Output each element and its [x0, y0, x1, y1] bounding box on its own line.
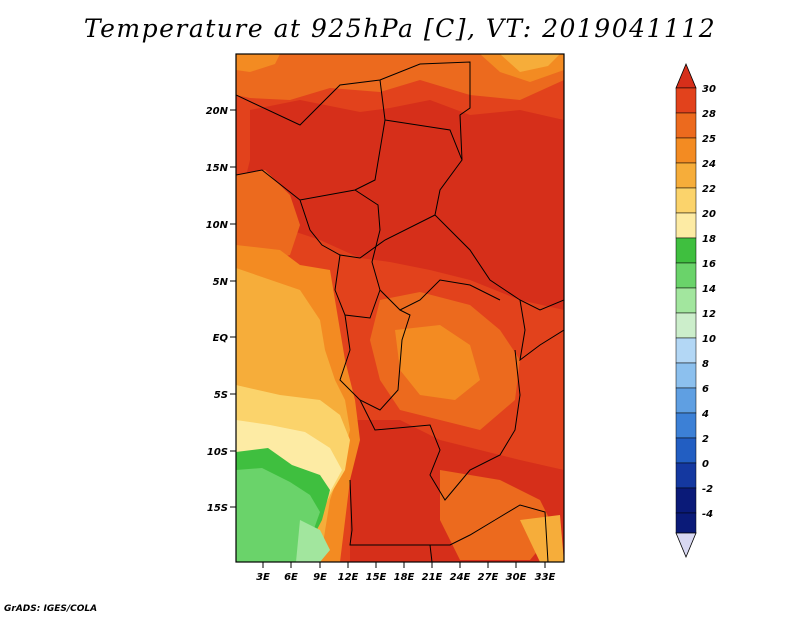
colorbar-label: 22 — [702, 184, 716, 195]
longitude-axis — [262, 562, 546, 568]
lon-tick-label: 6E — [284, 572, 298, 583]
colorbar-swatch — [675, 262, 697, 289]
colorbar-swatch — [675, 212, 697, 239]
lat-tick-label: 10S — [207, 447, 228, 458]
latitude-axis — [230, 109, 236, 508]
colorbar-swatch — [675, 87, 697, 114]
colorbar-swatch — [675, 312, 697, 339]
colorbar-swatch — [675, 162, 697, 189]
colorbar-label: 16 — [702, 259, 716, 270]
map-frame — [235, 53, 565, 563]
colorbar-swatch — [675, 287, 697, 314]
colorbar-swatch — [675, 437, 697, 464]
colorbar-swatch — [675, 512, 697, 534]
colorbar-label: 20 — [702, 209, 716, 220]
colorbar-swatch — [675, 112, 697, 139]
colorbar-swatch — [675, 412, 697, 439]
colorbar-label: 2 — [702, 434, 709, 445]
lon-tick-label: 12E — [338, 572, 359, 583]
colorbar-swatch — [675, 487, 697, 514]
colorbar-swatch — [675, 362, 697, 389]
lat-tick-label: 10N — [206, 220, 229, 231]
lon-tick-label: 21E — [422, 572, 443, 583]
lon-tick-label: 15E — [366, 572, 387, 583]
colorbar-label: 30 — [702, 84, 716, 95]
lon-tick-label: 33E — [535, 572, 556, 583]
colorbar-label: 25 — [702, 134, 716, 145]
colorbar-label: 10 — [702, 334, 716, 345]
map-title: Temperature at 925hPa [C], VT: 201904111… — [83, 14, 717, 43]
colorbar-label: 8 — [702, 359, 709, 370]
lat-tick-label: 20N — [206, 106, 229, 117]
country-borders — [236, 61, 564, 562]
colorbar-swatch — [675, 387, 697, 414]
lon-tick-label: 3E — [256, 572, 270, 583]
colorbar-bottom-arrow — [675, 532, 697, 559]
colorbar-label: 18 — [702, 234, 716, 245]
colorbar-label: 0 — [702, 459, 709, 470]
colorbar-swatch — [675, 187, 697, 214]
colorbar — [675, 62, 697, 559]
temperature-field — [236, 54, 564, 562]
colorbar-swatch — [675, 462, 697, 489]
colorbar-label: 24 — [702, 159, 716, 170]
grads-credit: GrADS: IGES/COLA — [4, 604, 98, 614]
lon-tick-label: 30E — [506, 572, 527, 583]
colorbar-label: 28 — [702, 109, 716, 120]
lat-tick-label: 15N — [206, 163, 229, 174]
lon-tick-label: 24E — [450, 572, 471, 583]
colorbar-swatch — [675, 137, 697, 164]
colorbar-top-arrow — [675, 62, 697, 89]
lat-tick-label: EQ — [213, 333, 229, 344]
colorbar-label: 12 — [702, 309, 716, 320]
lon-tick-label: 9E — [313, 572, 327, 583]
lon-tick-label: 18E — [394, 572, 415, 583]
colorbar-label: -4 — [702, 509, 713, 520]
colorbar-swatch — [675, 237, 697, 264]
lat-tick-label: 5N — [213, 277, 229, 288]
colorbar-label: 14 — [702, 284, 716, 295]
lon-tick-label: 27E — [478, 572, 499, 583]
lat-tick-label: 5S — [214, 390, 228, 401]
lat-tick-label: 15S — [207, 503, 228, 514]
colorbar-swatch — [675, 337, 697, 364]
colorbar-label: 6 — [702, 384, 709, 395]
colorbar-label: -2 — [702, 484, 713, 495]
colorbar-label: 4 — [701, 409, 709, 420]
